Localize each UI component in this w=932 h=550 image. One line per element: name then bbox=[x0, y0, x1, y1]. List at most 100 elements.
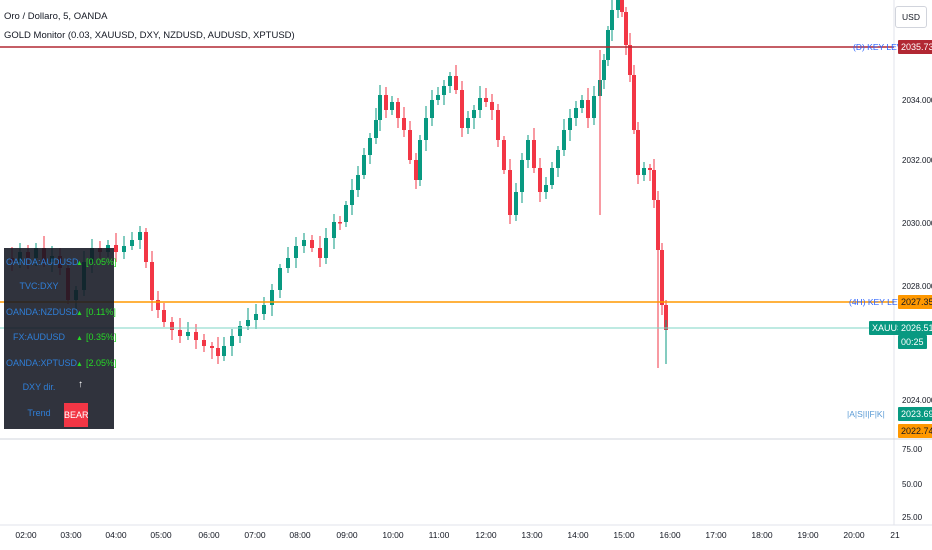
last-price-value: 2026.515 bbox=[898, 321, 932, 335]
candle-body bbox=[362, 155, 366, 175]
monitor-row-trend: Trend bbox=[4, 408, 114, 426]
candle-body bbox=[448, 76, 452, 86]
candle-body bbox=[502, 140, 506, 170]
price-tick: 2024.000 bbox=[902, 396, 932, 405]
time-tick: 04:00 bbox=[105, 530, 127, 540]
candle-body bbox=[210, 346, 214, 348]
monitor-symbol: FX:AUDUSD bbox=[12, 332, 65, 342]
candle-body bbox=[246, 320, 250, 326]
candle-body bbox=[484, 98, 488, 102]
candle-body bbox=[270, 290, 274, 305]
candle-body bbox=[310, 240, 314, 248]
candle-body bbox=[454, 76, 458, 90]
candle-body bbox=[490, 102, 494, 110]
time-tick: 17:00 bbox=[705, 530, 727, 540]
monitor-change: [0.11%] bbox=[86, 307, 116, 317]
candle-body bbox=[568, 118, 572, 130]
time-tick: 15:00 bbox=[613, 530, 635, 540]
candle-body bbox=[496, 110, 500, 140]
time-tick: 14:00 bbox=[567, 530, 589, 540]
candle-body bbox=[472, 110, 476, 118]
candle-body bbox=[574, 108, 578, 118]
candle-body bbox=[526, 140, 530, 160]
candle-body bbox=[286, 258, 290, 268]
candle-body bbox=[408, 130, 412, 160]
candle-body bbox=[628, 45, 632, 75]
candle-body bbox=[664, 305, 668, 330]
time-tick: 07:00 bbox=[244, 530, 266, 540]
candle-body bbox=[332, 222, 336, 238]
candle-body bbox=[442, 86, 446, 95]
monitor-label: DXY dir. bbox=[22, 382, 56, 392]
candle-body bbox=[556, 150, 560, 168]
candle-body bbox=[278, 268, 282, 290]
candle-body bbox=[302, 240, 306, 246]
candle-body bbox=[114, 245, 118, 252]
time-tick: 06:00 bbox=[198, 530, 220, 540]
candle-body bbox=[374, 120, 378, 138]
candle-body bbox=[238, 326, 242, 336]
candle-body bbox=[144, 232, 148, 262]
candle-body bbox=[610, 10, 614, 30]
monitor-row-xptusd: OANDA:XPTUSD ▲ [2.05%] bbox=[4, 358, 117, 376]
candle-body bbox=[424, 118, 428, 140]
time-tick: 09:00 bbox=[336, 530, 358, 540]
candle-body bbox=[508, 170, 512, 215]
asifk-price-bottom: 2022.740 bbox=[898, 424, 932, 438]
price-tick: 2028.000 bbox=[902, 282, 932, 291]
candle-body bbox=[636, 130, 640, 175]
monitor-row-audusd: OANDA:AUDUSD ▲ [0.05%] bbox=[4, 257, 117, 275]
candle-body bbox=[350, 190, 354, 205]
monitor-symbol: OANDA:XPTUSD bbox=[6, 358, 78, 368]
candle-body bbox=[178, 330, 182, 336]
candle-body bbox=[550, 168, 554, 185]
monitor-symbol: TVC:DXY bbox=[19, 281, 59, 291]
candle-body bbox=[544, 185, 548, 192]
candle-body bbox=[538, 168, 542, 192]
asifk-price-top: 2023.697 bbox=[898, 407, 932, 421]
candle-body bbox=[402, 118, 406, 130]
candle-body bbox=[580, 100, 584, 108]
currency-button[interactable]: USD bbox=[895, 6, 927, 28]
candle-body bbox=[384, 95, 388, 110]
candle-body bbox=[592, 96, 596, 118]
candle-body bbox=[344, 205, 348, 222]
time-tick: 05:00 bbox=[150, 530, 172, 540]
candle-body bbox=[150, 262, 154, 300]
candle-body bbox=[122, 246, 126, 252]
gold-monitor-table: OANDA:AUDUSD ▲ [0.05%] TVC:DXY OANDA:NZD… bbox=[4, 248, 117, 429]
candle-body bbox=[642, 168, 646, 175]
indicator-title[interactable]: GOLD Monitor (0.03, XAUUSD, DXY, NZDUSD,… bbox=[4, 30, 295, 41]
candle-body bbox=[430, 100, 434, 118]
candle-body bbox=[356, 175, 360, 190]
candle-body bbox=[170, 322, 174, 330]
candle-body bbox=[414, 160, 418, 180]
time-tick: 20:00 bbox=[843, 530, 865, 540]
monitor-change: [2.05%] bbox=[86, 358, 117, 368]
candle-body bbox=[616, 0, 620, 10]
monitor-row-dxy: TVC:DXY bbox=[4, 281, 114, 299]
time-tick: 18:00 bbox=[751, 530, 773, 540]
candle-body bbox=[624, 12, 628, 45]
price-tick: 2034.000 bbox=[902, 96, 932, 105]
up-arrow-icon: ▲ bbox=[76, 361, 83, 368]
candle-body bbox=[562, 130, 566, 150]
candle-body bbox=[216, 348, 220, 356]
candle-body bbox=[318, 248, 322, 258]
dxy-direction-arrow-icon: ↑ bbox=[78, 379, 83, 390]
candle-body bbox=[162, 310, 166, 322]
time-tick: 10:00 bbox=[382, 530, 404, 540]
time-tick: 08:00 bbox=[289, 530, 311, 540]
up-arrow-icon: ▲ bbox=[76, 335, 83, 342]
monitor-row-fx-audusd: FX:AUDUSD ▲ [0.35%] bbox=[4, 332, 117, 350]
price-tick: 2032.000 bbox=[902, 156, 932, 165]
monitor-change: [0.05%] bbox=[86, 257, 117, 267]
candle-body bbox=[222, 346, 226, 356]
monitor-label: Trend bbox=[27, 408, 51, 418]
indicator-tick: 75.00 bbox=[902, 445, 923, 454]
h4-key-level-price: 2027.352 bbox=[898, 295, 932, 309]
symbol-title[interactable]: Oro / Dollaro, 5, OANDA bbox=[4, 11, 108, 22]
candle-body bbox=[202, 340, 206, 346]
